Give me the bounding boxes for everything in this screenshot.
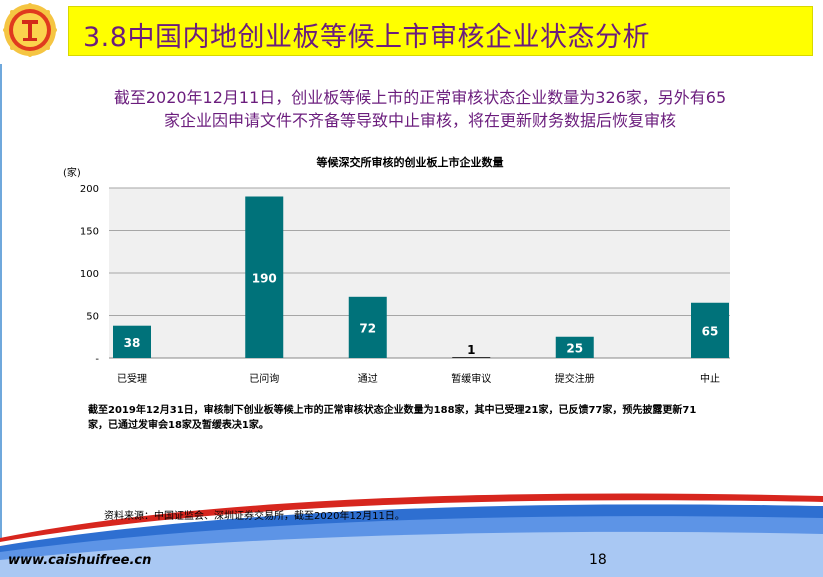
data-source: 资料来源：中国证监会、深圳证券交易所，截至2020年12月11日。 <box>104 511 405 522</box>
bar-value-label: 65 <box>702 324 719 338</box>
bar-1 <box>113 325 151 358</box>
footnote: 截至2019年12月31日，审核制下创业板等候上市的正常审核状态企业数量为188… <box>88 403 788 433</box>
x-category-label: 提交注册 <box>555 372 595 385</box>
bar-value-label: 72 <box>359 321 376 335</box>
bar-3 <box>348 296 387 358</box>
y-tick-label: - <box>95 354 99 365</box>
slide-title: 3.8中国内地创业板等候上市审核企业状态分析 <box>83 22 650 53</box>
slide-subtitle: 截至2020年12月11日，创业板等候上市的正常审核状态企业数量为326家，另外… <box>60 86 780 132</box>
footnote-line-2: 家，已通过发审会18家及暂缓表决1家。 <box>88 420 269 431</box>
x-category-label: 已问询 <box>249 372 279 385</box>
bar-value-label: 25 <box>566 341 583 355</box>
y-axis-unit-label: (家) <box>63 166 81 179</box>
footer-website-link[interactable]: www.caishuifree.cn <box>8 553 152 568</box>
bar-value-label: 1 <box>467 343 475 357</box>
bar-chart: 等候深交所审核的创业板上市企业数量 (家) 200 150 100 50 - 38 190… <box>63 155 730 385</box>
footnote-line-1: 截至2019年12月31日，审核制下创业板等候上市的正常审核状态企业数量为188… <box>88 405 697 416</box>
bar-value-label: 190 <box>252 271 277 285</box>
slide-left-border <box>0 0 2 577</box>
bar-value-label: 38 <box>124 336 141 350</box>
y-tick-label: 150 <box>80 227 99 238</box>
chart-title: 等候深交所审核的创业板上市企业数量 <box>316 155 504 169</box>
bar-2 <box>245 196 284 358</box>
bar-4 <box>452 357 491 358</box>
title-bar: 3.8中国内地创业板等候上市审核企业状态分析 <box>68 6 813 56</box>
y-tick-label: 100 <box>80 269 99 280</box>
page-number: 18 <box>589 552 607 568</box>
footer-swoosh <box>0 493 823 577</box>
subtitle-line-2: 家企业因申请文件不齐备等导致中止审核，将在更新财务数据后恢复审核 <box>163 111 676 130</box>
y-tick-label: 200 <box>80 184 99 195</box>
x-category-label: 暂缓审议 <box>451 372 491 385</box>
subtitle-line-1: 截至2020年12月11日，创业板等候上市的正常审核状态企业数量为326家，另外… <box>113 88 727 107</box>
x-category-label: 已受理 <box>117 373 147 385</box>
x-category-label: 通过 <box>358 372 378 385</box>
x-category-label: 中止 <box>700 372 720 385</box>
bar-5 <box>555 336 594 358</box>
bar-6 <box>691 302 729 358</box>
company-logo-icon <box>3 3 57 57</box>
y-tick-label: 50 <box>86 312 99 323</box>
